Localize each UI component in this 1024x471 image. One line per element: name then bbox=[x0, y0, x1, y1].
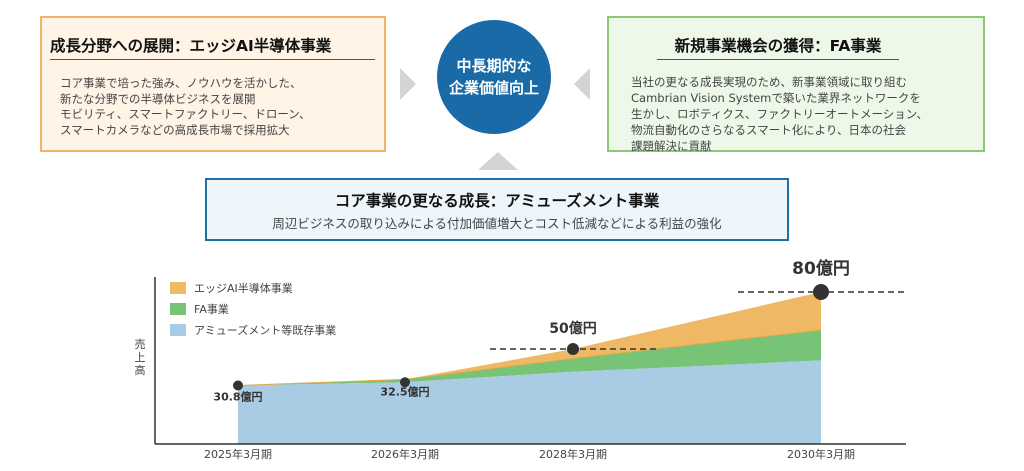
left-arrow-icon bbox=[574, 68, 590, 100]
amusement-area bbox=[238, 360, 821, 444]
data-label: 50億円 bbox=[549, 320, 596, 337]
legend-label-amusement: アミューズメント等既存事業 bbox=[194, 324, 337, 337]
y-axis-label-char: 高 bbox=[135, 363, 146, 377]
edge-ai-line: コア事業で培った強み、ノウハウを活かした、 bbox=[60, 76, 302, 90]
edge-ai-area bbox=[238, 292, 821, 386]
legend-item-edge: エッジAI半導体事業 bbox=[170, 280, 293, 296]
fa-title: 新規事業機会の獲得：FA事業 bbox=[674, 37, 882, 55]
y-axis-label-char: 売 bbox=[135, 338, 146, 351]
fa-box: 新規事業機会の獲得：FA事業 当社の更なる成長実現のため、新事業領域に取り組む … bbox=[607, 16, 985, 154]
fa-top-edge bbox=[237, 329, 822, 386]
center-goal-line: 中長期的な bbox=[456, 57, 532, 75]
fa-area bbox=[238, 330, 821, 386]
edge-ai-description: コア事業で培った強み、ノウハウを活かした、 新たな分野での半導体ビジネスを展開 … bbox=[60, 76, 311, 138]
data-point bbox=[233, 380, 243, 391]
data-label: 32.5億円 bbox=[380, 384, 429, 398]
y-axis-label-char: 上 bbox=[135, 351, 146, 364]
center-goal-line: 企業価値向上 bbox=[448, 79, 539, 97]
fa-line: 物流自動化のさらなるスマート化により、日本の社会 bbox=[631, 123, 906, 137]
data-label: 80億円 bbox=[792, 258, 850, 279]
data-point bbox=[400, 377, 410, 388]
edge-ai-line: スマートカメラなどの高成長市場で採用拡大 bbox=[60, 122, 290, 137]
revenue-chart: 売上高 2025年3月期 2026年3月期 2028年3月期 2030年3月期 30.8億… bbox=[135, 258, 906, 461]
edge-ai-line: モビリティ、スマートファクトリー、ドローン、 bbox=[60, 107, 311, 121]
fa-line: 課題解決に貢献 bbox=[631, 139, 712, 153]
legend-label-edge: エッジAI半導体事業 bbox=[194, 282, 293, 295]
data-point bbox=[813, 284, 829, 300]
legend-item-amusement: アミューズメント等既存事業 bbox=[170, 322, 336, 338]
x-tick-label: 2030年3月期 bbox=[787, 447, 855, 461]
legend-swatch-edge bbox=[170, 282, 186, 294]
fa-line: 生かし、ロボティクス、ファクトリーオートメーション、 bbox=[631, 107, 929, 121]
legend-item-fa: FA事業 bbox=[170, 301, 229, 317]
legend-swatch-amusement bbox=[170, 324, 186, 336]
core-business-box: コア事業の更なる成長：アミューズメント事業 周辺ビジネスの取り込みによる付加価値… bbox=[205, 178, 789, 241]
fa-description: 当社の更なる成長実現のため、新事業領域に取り組む Cambrian Vision… bbox=[631, 74, 928, 154]
x-tick-label: 2025年3月期 bbox=[204, 447, 272, 461]
x-tick-label: 2028年3月期 bbox=[539, 447, 607, 461]
fa-line: 当社の更なる成長実現のため、新事業領域に取り組む bbox=[631, 75, 907, 89]
legend-swatch-fa bbox=[170, 303, 186, 315]
edge-ai-title-underline bbox=[50, 59, 375, 60]
edge-ai-title: 成長分野への展開：エッジAI半導体事業 bbox=[50, 37, 332, 55]
fa-line: Cambrian Vision Systemで築いた業界ネットワークを bbox=[631, 91, 921, 105]
edge-ai-line: 新たな分野での半導体ビジネスを展開 bbox=[60, 91, 256, 106]
core-description: 周辺ビジネスの取り込みによる付加価値増大とコスト低減などによる利益の強化 bbox=[272, 216, 722, 231]
right-arrow-icon bbox=[400, 68, 416, 100]
center-goal-circle: 中長期的な 企業価値向上 bbox=[437, 20, 551, 134]
edge-ai-box: 成長分野への展開：エッジAI半導体事業 コア事業で培った強み、ノウハウを活かした… bbox=[40, 16, 386, 152]
data-label: 30.8億円 bbox=[213, 389, 262, 403]
legend-label-fa: FA事業 bbox=[194, 303, 229, 316]
x-tick-label: 2026年3月期 bbox=[371, 447, 439, 461]
fa-title-underline bbox=[657, 59, 899, 60]
up-arrow-icon bbox=[478, 152, 518, 170]
data-point bbox=[567, 343, 579, 355]
core-title: コア事業の更なる成長：アミューズメント事業 bbox=[334, 192, 660, 210]
